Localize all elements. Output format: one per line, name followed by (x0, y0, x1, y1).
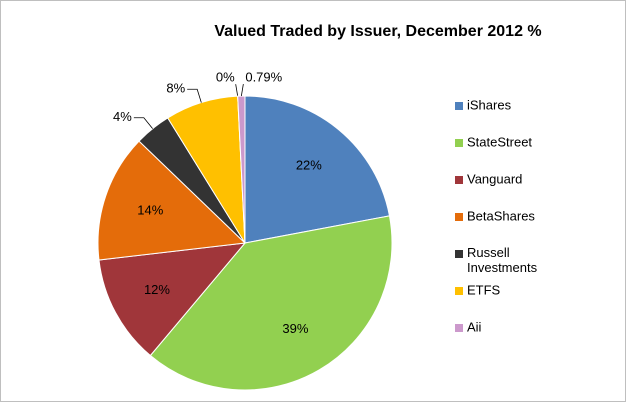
data-label: 12% (144, 282, 170, 297)
legend-label: Aii (467, 319, 482, 334)
pie-slice (244, 95, 391, 244)
legend-label: BetaShares (467, 208, 535, 223)
data-label: 39% (282, 321, 308, 336)
legend-swatch (455, 287, 463, 295)
leader-line (187, 88, 202, 103)
data-label: 0.79% (245, 69, 282, 84)
leader-line (133, 117, 153, 129)
legend-label: Russell Investments (467, 245, 538, 275)
data-label: 8% (166, 81, 185, 96)
pie-slice (98, 242, 247, 357)
pie-slice (97, 140, 247, 261)
legend-label: StateStreet (467, 134, 532, 149)
legend-swatch (455, 102, 463, 110)
legend-swatch (455, 324, 463, 332)
data-label: 14% (137, 203, 163, 218)
leader-line (235, 84, 239, 97)
legend-label: Vanguard (467, 171, 522, 186)
leader-line (240, 83, 244, 97)
legend-swatch (455, 250, 463, 258)
chart-title: Valued Traded by Issuer, December 2012 % (214, 23, 541, 40)
pie-slice (149, 215, 393, 391)
data-label: 4% (113, 109, 132, 124)
legend-swatch (455, 176, 463, 184)
legend-label: iShares (467, 97, 512, 112)
legend-swatch (455, 213, 463, 221)
legend-label: ETFS (467, 282, 501, 297)
data-label: 22% (296, 158, 322, 173)
data-label: 0% (216, 70, 235, 85)
legend-swatch (455, 139, 463, 147)
